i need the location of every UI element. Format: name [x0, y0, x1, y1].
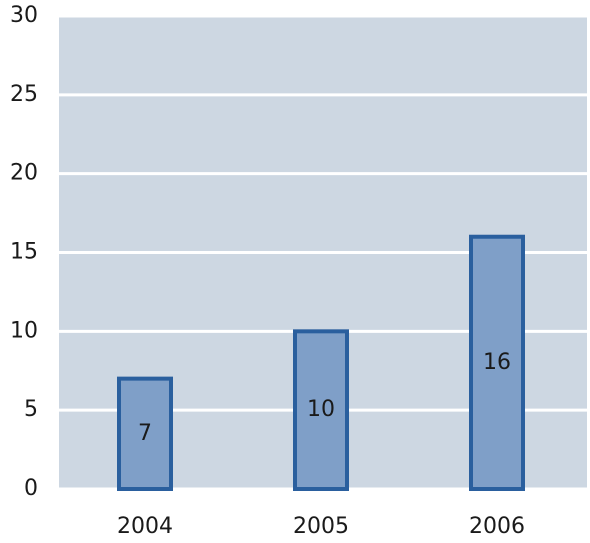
- y-tick-label: 10: [10, 318, 38, 343]
- y-tick-label: 20: [10, 161, 38, 186]
- bar: [469, 234, 525, 491]
- data-label: 7: [138, 421, 152, 446]
- y-tick-label: 25: [10, 82, 38, 107]
- x-tick-label: 2005: [293, 514, 349, 539]
- y-tick-label: 15: [10, 240, 38, 265]
- data-label: 10: [307, 397, 335, 422]
- data-label: 16: [483, 350, 511, 375]
- bar: [117, 376, 173, 491]
- y-tick-label: 30: [10, 3, 38, 28]
- x-tick-label: 2004: [117, 514, 173, 539]
- bar: [293, 329, 349, 492]
- y-tick-label: 5: [24, 397, 38, 422]
- x-tick-label: 2006: [469, 514, 525, 539]
- y-tick-label: 0: [24, 476, 38, 501]
